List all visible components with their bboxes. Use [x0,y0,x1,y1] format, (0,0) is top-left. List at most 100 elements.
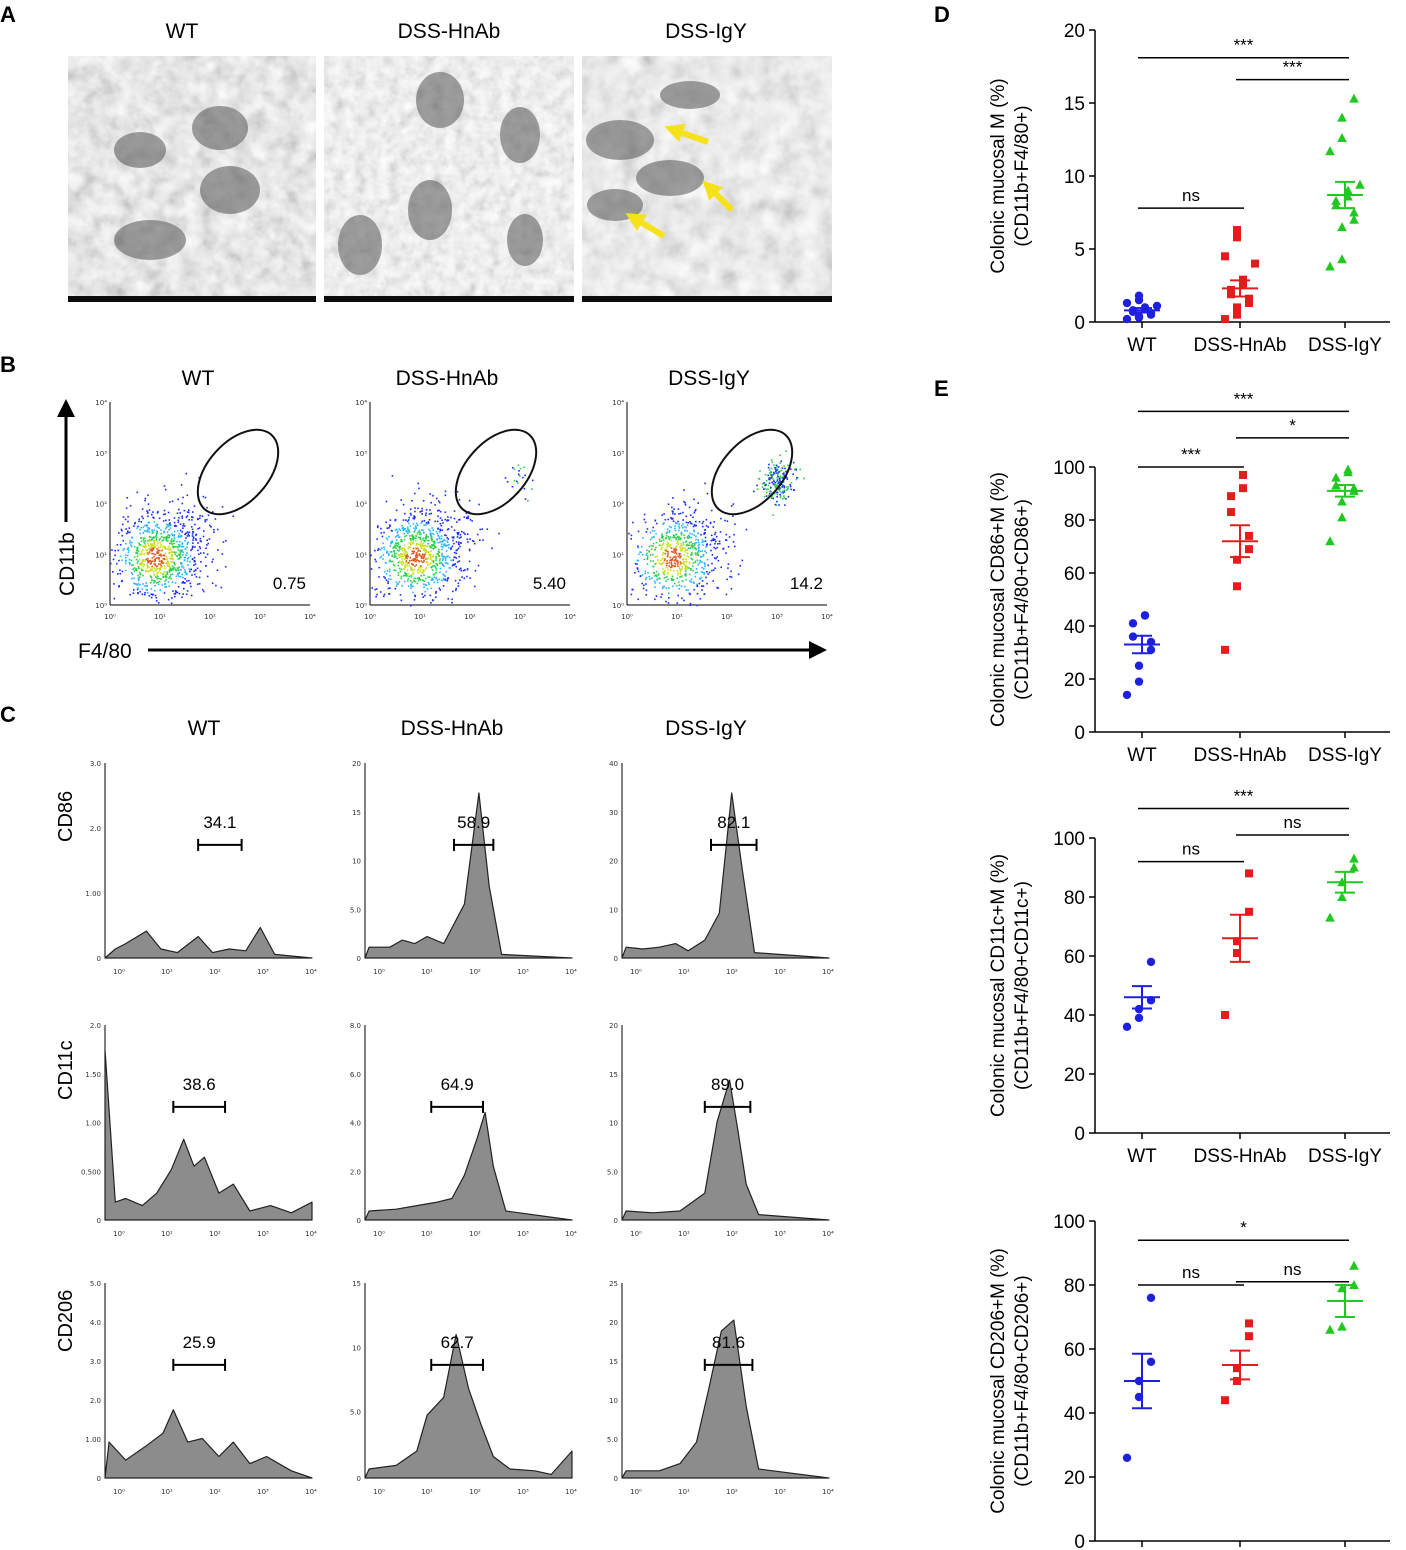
flow-dot [151,567,153,569]
flow-dot [403,558,406,560]
flow-dot [410,583,412,585]
flow-dot [655,595,658,597]
comparison-label: *** [1234,389,1254,408]
flow-dot [423,583,425,585]
flow-dot [665,535,668,537]
flow-dot [194,523,196,526]
flow-dot [389,525,391,527]
flow-dot [153,555,155,558]
flow-dot [407,547,410,550]
flow-dot [408,545,410,548]
flow-dot [422,579,424,581]
flow-dot [171,557,174,560]
flow-dot [646,558,649,560]
flow-dot [133,567,136,569]
flow-dot [718,540,721,543]
flow-dot [763,495,766,498]
flow-dot [685,589,687,591]
flow-dot [682,523,684,525]
flow-dot [192,537,195,540]
flow-dot [523,487,526,490]
flow-dot [689,521,691,523]
flow-dot [163,509,166,512]
flow-dot [435,546,437,549]
flow-dot [440,524,443,527]
flow-dot [395,547,397,549]
flow-dot [154,560,156,562]
flow-dot [695,524,697,527]
flow-dot [435,559,437,561]
flow-dot [118,532,120,534]
flow-dot [197,549,199,552]
flow-dot [701,566,703,569]
flow-dot [410,604,412,607]
flow-dot [675,545,678,547]
flow-dot [144,497,147,500]
flow-dot [452,559,454,561]
flow-dot [397,534,400,536]
flow-dot [159,554,162,556]
flow-dot [183,559,186,562]
flow-dot [402,562,404,565]
flow-dot [401,540,403,543]
flow-dot [404,565,406,568]
flow-dot [136,551,138,554]
flow-dot [683,554,685,556]
flow-dot [690,578,693,581]
flow-dot [162,573,164,576]
flow-dot [650,544,653,547]
flow-dot [174,553,177,556]
flow-dot [641,574,644,576]
flow-dot [694,547,696,549]
comparison-label: *** [1234,787,1254,806]
flow-dot [137,587,139,589]
f480-axis-label: F4/80 [78,640,132,663]
flow-dot [186,560,189,562]
flow-dot [799,468,801,471]
flow-dot [773,472,776,475]
flow-dot [211,561,213,563]
flow-dot [654,598,656,601]
point-DSS-HnAb [1233,1377,1241,1385]
flow-dot [209,524,211,527]
flow-dot [376,538,378,540]
flow-dot [435,590,437,593]
flow-dot [442,585,445,587]
flow-dot [197,542,199,544]
flow-dot [409,543,412,546]
flow-dot [428,576,431,579]
flow-dot [460,567,462,570]
flow-dot [677,574,679,576]
flow-dot [407,573,410,575]
flow-dot [438,536,441,538]
flow-dot [158,560,161,562]
flow-dot [778,477,781,480]
flow-dot [424,544,427,547]
flow-dot [419,536,422,539]
flow-dot [680,549,682,552]
point-DSS-HnAb [1233,310,1241,319]
flow-dot [710,534,713,537]
hist-x-tick-label: 10² [726,968,738,976]
flow-dot [412,535,414,538]
flow-dot [424,539,427,542]
flow-dot [132,568,134,570]
flow-dot [146,510,148,512]
flow-dot [432,560,435,562]
point-WT [1122,314,1132,324]
flow-dot [630,538,632,540]
flow-dot [202,590,205,593]
flow-dot [699,550,702,553]
flow-dot [450,547,452,549]
flow-dot [419,538,422,541]
flow-dot [643,513,646,516]
flow-dot [402,561,405,564]
flow-dot [730,576,733,578]
hist-gate-value: 34.1 [203,813,236,832]
flow-dot [150,544,152,546]
flow-dot [783,486,786,489]
flow-dot [659,559,662,562]
flow-dot [442,546,444,548]
y-tick-label: 80 [1064,888,1085,909]
x-tick-label: WT [1127,335,1157,356]
